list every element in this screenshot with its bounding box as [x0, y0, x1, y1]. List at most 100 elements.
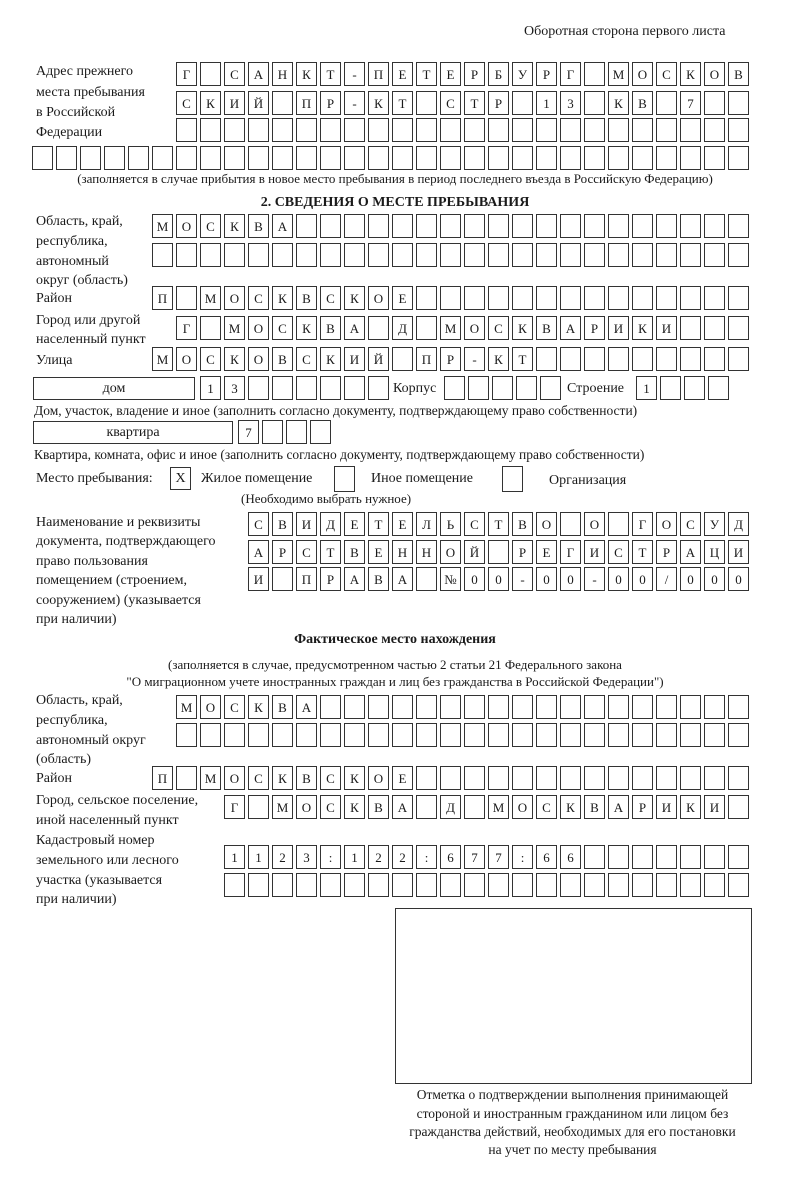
char-cell[interactable]: 7 — [238, 420, 259, 444]
char-cell[interactable] — [224, 243, 245, 267]
char-cell[interactable] — [440, 766, 461, 790]
char-cell[interactable] — [248, 146, 269, 170]
char-cell[interactable] — [224, 723, 245, 747]
char-cell[interactable] — [416, 567, 437, 591]
char-cell[interactable]: К — [320, 347, 341, 371]
char-cell[interactable] — [272, 567, 293, 591]
char-cell[interactable] — [368, 118, 389, 142]
char-cell[interactable]: 0 — [632, 567, 653, 591]
char-cell[interactable] — [584, 873, 605, 897]
char-cell[interactable] — [392, 214, 413, 238]
char-cell[interactable]: В — [296, 286, 317, 310]
char-cell[interactable]: В — [272, 695, 293, 719]
char-cell[interactable]: Р — [464, 62, 485, 86]
char-cell[interactable] — [416, 91, 437, 115]
char-cell[interactable] — [200, 723, 221, 747]
char-cell[interactable] — [656, 845, 677, 869]
char-cell[interactable] — [728, 845, 749, 869]
char-cell[interactable] — [248, 795, 269, 819]
char-cell[interactable] — [632, 845, 653, 869]
char-cell[interactable] — [656, 766, 677, 790]
char-cell[interactable]: В — [296, 766, 317, 790]
char-cell[interactable]: М — [176, 695, 197, 719]
char-cell[interactable]: Е — [392, 62, 413, 86]
char-cell[interactable] — [488, 540, 509, 564]
char-cell[interactable]: Т — [368, 512, 389, 536]
char-cell[interactable] — [416, 243, 437, 267]
char-cell[interactable] — [200, 62, 221, 86]
char-cell[interactable]: 0 — [608, 567, 629, 591]
char-cell[interactable]: Р — [488, 91, 509, 115]
char-cell[interactable]: Р — [320, 567, 341, 591]
char-cell[interactable] — [464, 118, 485, 142]
char-cell[interactable]: Р — [656, 540, 677, 564]
char-cell[interactable] — [368, 376, 389, 400]
char-cell[interactable] — [104, 146, 125, 170]
char-cell[interactable] — [728, 795, 749, 819]
char-cell[interactable] — [512, 766, 533, 790]
char-cell[interactable] — [468, 376, 489, 400]
char-cell[interactable] — [516, 376, 537, 400]
char-cell[interactable]: А — [608, 795, 629, 819]
char-cell[interactable]: П — [296, 91, 317, 115]
char-cell[interactable] — [296, 873, 317, 897]
char-cell[interactable]: № — [440, 567, 461, 591]
char-cell[interactable]: Р — [512, 540, 533, 564]
char-cell[interactable] — [680, 316, 701, 340]
stay-option-residential-checkbox[interactable]: X — [170, 467, 191, 490]
char-cell[interactable] — [464, 214, 485, 238]
char-cell[interactable]: К — [368, 91, 389, 115]
char-cell[interactable]: 1 — [224, 845, 245, 869]
char-cell[interactable] — [488, 118, 509, 142]
char-cell[interactable] — [80, 146, 101, 170]
char-cell[interactable] — [704, 845, 725, 869]
char-cell[interactable] — [224, 118, 245, 142]
char-cell[interactable]: С — [488, 316, 509, 340]
char-cell[interactable] — [632, 243, 653, 267]
char-cell[interactable]: Д — [440, 795, 461, 819]
char-cell[interactable] — [464, 695, 485, 719]
char-cell[interactable] — [152, 243, 173, 267]
char-cell[interactable]: К — [680, 62, 701, 86]
char-cell[interactable]: 6 — [536, 845, 557, 869]
char-cell[interactable] — [296, 723, 317, 747]
char-cell[interactable]: Й — [248, 91, 269, 115]
char-cell[interactable] — [584, 62, 605, 86]
char-cell[interactable] — [536, 873, 557, 897]
char-cell[interactable] — [224, 146, 245, 170]
char-cell[interactable]: Т — [392, 91, 413, 115]
char-cell[interactable] — [248, 723, 269, 747]
char-cell[interactable] — [540, 376, 561, 400]
char-cell[interactable] — [684, 376, 705, 400]
char-cell[interactable] — [560, 214, 581, 238]
char-cell[interactable] — [584, 91, 605, 115]
char-cell[interactable]: И — [584, 540, 605, 564]
char-cell[interactable] — [272, 91, 293, 115]
char-cell[interactable]: К — [272, 286, 293, 310]
char-cell[interactable]: С — [320, 766, 341, 790]
char-cell[interactable] — [608, 766, 629, 790]
char-cell[interactable]: К — [632, 316, 653, 340]
char-cell[interactable] — [680, 723, 701, 747]
char-cell[interactable]: 1 — [344, 845, 365, 869]
char-cell[interactable] — [536, 243, 557, 267]
char-cell[interactable]: О — [224, 286, 245, 310]
char-cell[interactable] — [320, 873, 341, 897]
char-cell[interactable]: 2 — [272, 845, 293, 869]
char-cell[interactable] — [344, 118, 365, 142]
char-cell[interactable] — [536, 723, 557, 747]
char-cell[interactable] — [176, 243, 197, 267]
char-cell[interactable]: С — [176, 91, 197, 115]
char-cell[interactable]: Ь — [440, 512, 461, 536]
char-cell[interactable] — [320, 146, 341, 170]
char-cell[interactable] — [320, 214, 341, 238]
char-cell[interactable] — [416, 118, 437, 142]
char-cell[interactable]: К — [296, 316, 317, 340]
char-cell[interactable]: - — [512, 567, 533, 591]
char-cell[interactable] — [536, 695, 557, 719]
char-cell[interactable]: О — [632, 62, 653, 86]
char-cell[interactable] — [344, 873, 365, 897]
